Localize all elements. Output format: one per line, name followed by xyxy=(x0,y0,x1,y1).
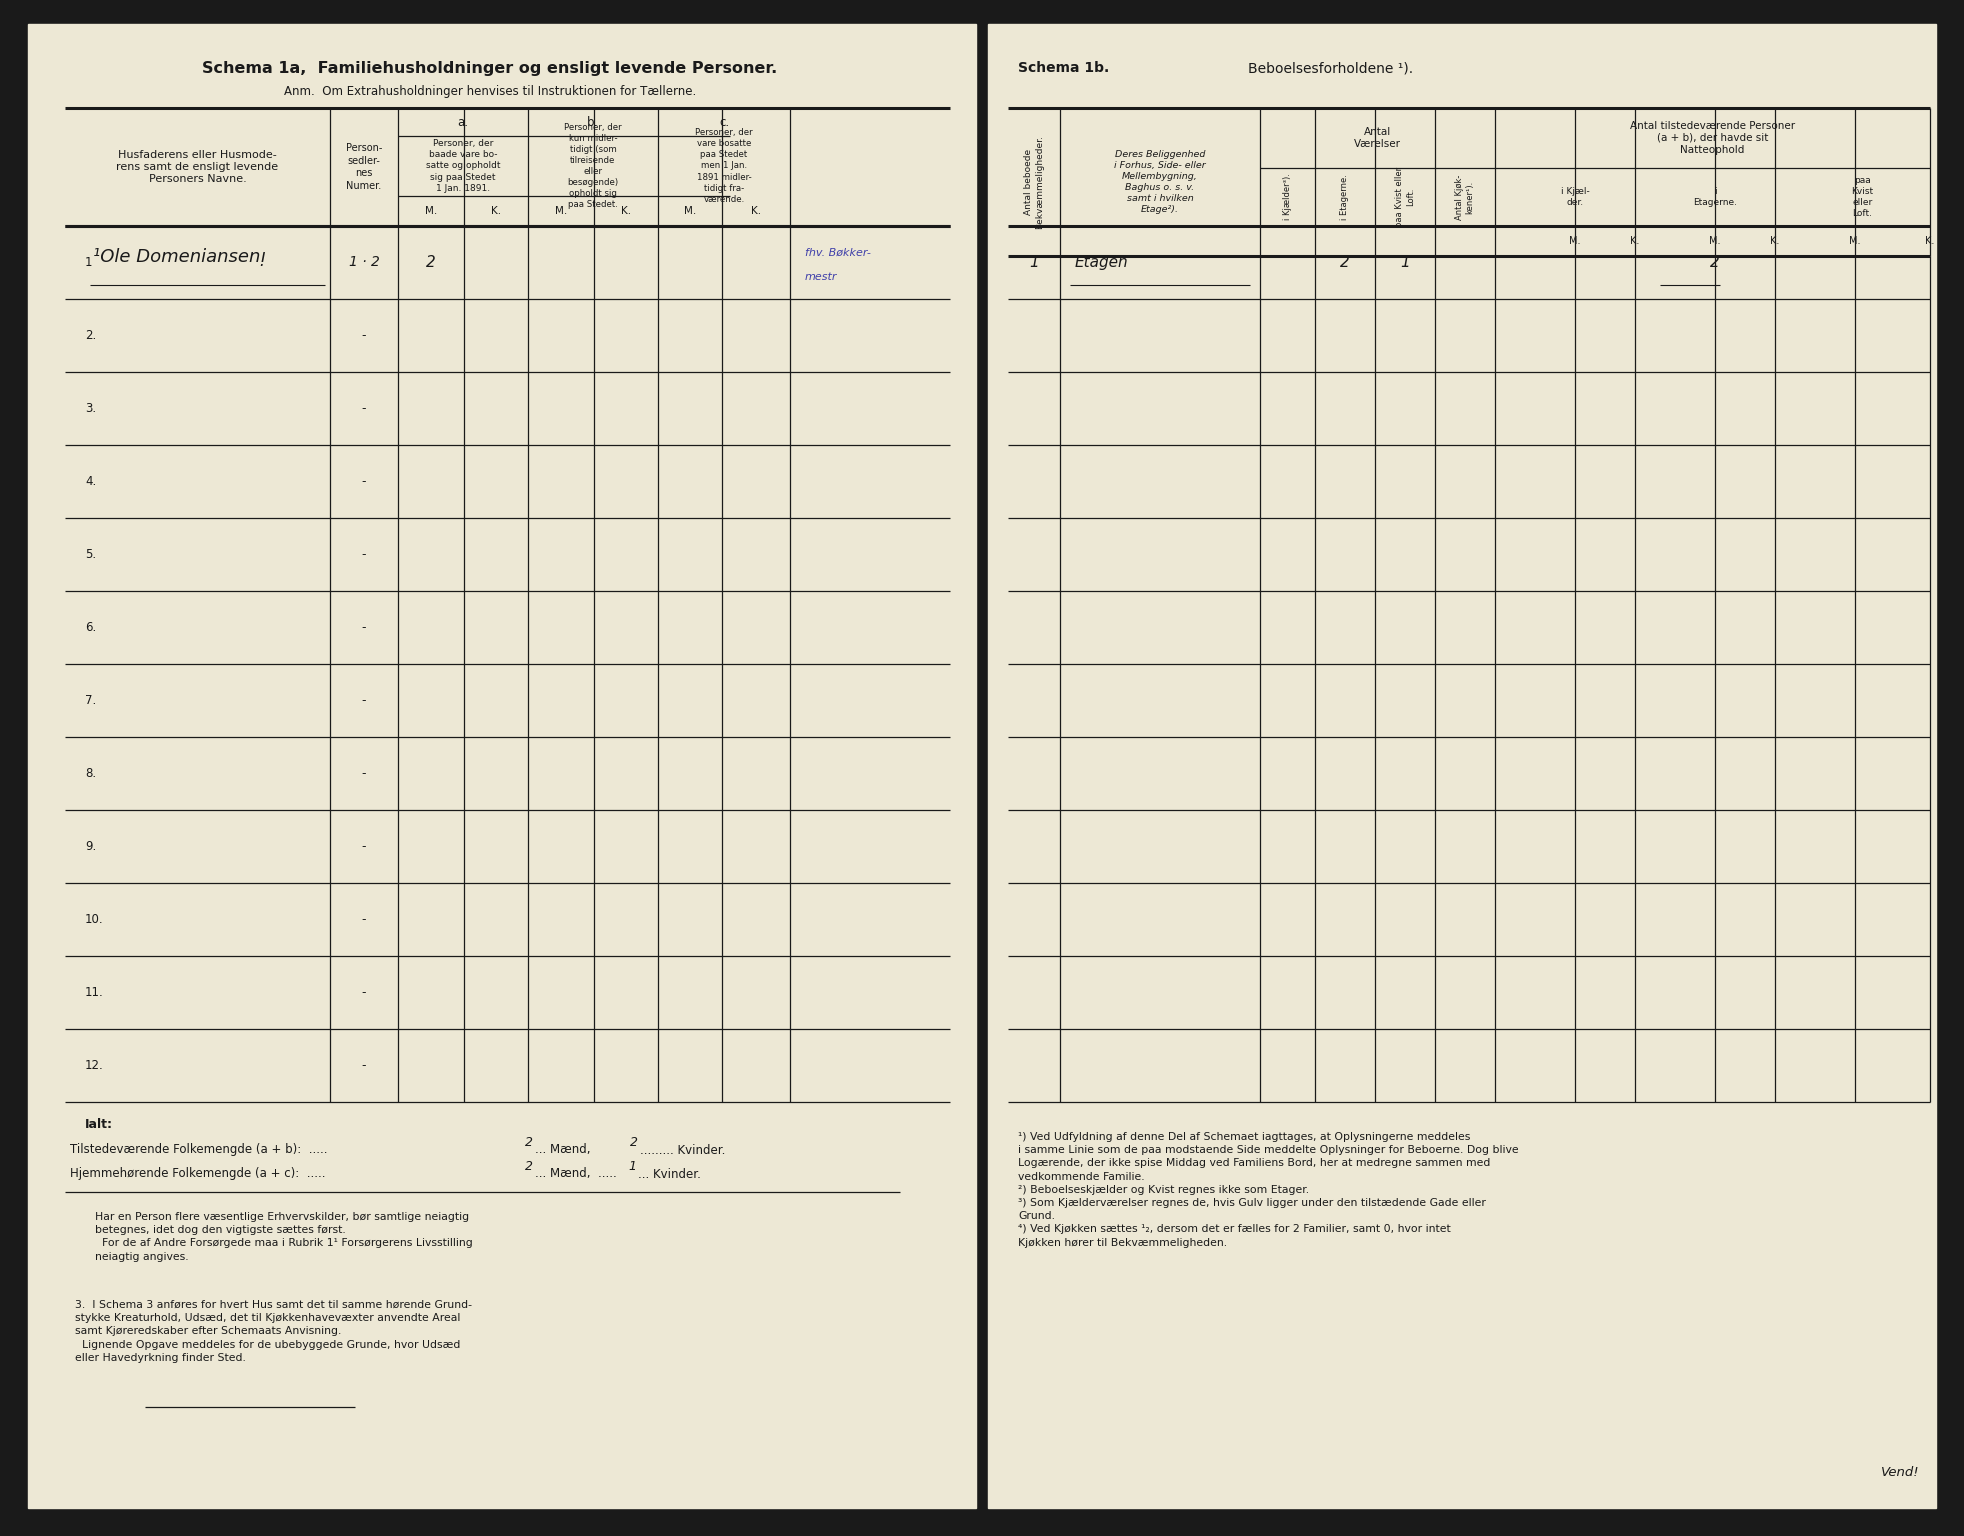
Text: fhv. Bøkker-: fhv. Bøkker- xyxy=(805,247,870,258)
Text: -: - xyxy=(361,475,365,488)
Text: 2: 2 xyxy=(1339,255,1349,270)
Text: -: - xyxy=(361,621,365,634)
Text: M.: M. xyxy=(1569,237,1581,246)
Text: i Etagerne.: i Etagerne. xyxy=(1341,174,1349,220)
Text: Etagen: Etagen xyxy=(1074,255,1129,270)
Text: 9.: 9. xyxy=(84,840,96,852)
Text: 3.: 3. xyxy=(84,402,96,415)
Text: Schema 1b.: Schema 1b. xyxy=(1017,61,1110,75)
Text: K.: K. xyxy=(1770,237,1779,246)
Text: 1: 1 xyxy=(1029,255,1039,270)
Text: M.: M. xyxy=(1709,237,1720,246)
Text: ......... Kvinder.: ......... Kvinder. xyxy=(640,1143,725,1157)
Text: Personer, der
vare bosatte
paa Stedet
men 1 Jan.
1891 midler-
tidigt fra-
værend: Personer, der vare bosatte paa Stedet me… xyxy=(695,127,752,204)
Text: 1: 1 xyxy=(1400,255,1410,270)
Text: Har en Person flere væsentlige Erhvervskilder, bør samtlige neiagtig
betegnes, i: Har en Person flere væsentlige Erhvervsk… xyxy=(94,1212,473,1261)
Text: 2: 2 xyxy=(524,1160,532,1172)
Text: Antal tilstedeværende Personer
(a + b), der havde sit
Natteophold: Antal tilstedeværende Personer (a + b), … xyxy=(1630,121,1795,155)
Text: ... Kvinder.: ... Kvinder. xyxy=(638,1167,701,1181)
Text: 12.: 12. xyxy=(84,1058,104,1072)
Bar xyxy=(27,25,976,1508)
Text: K.: K. xyxy=(1630,237,1640,246)
Text: Hjemmehørende Folkemengde (a + c):  .....: Hjemmehørende Folkemengde (a + c): ..... xyxy=(71,1167,326,1181)
Text: i
Etagerne.: i Etagerne. xyxy=(1693,187,1736,207)
Text: 1 · 2: 1 · 2 xyxy=(348,255,379,269)
Text: M.: M. xyxy=(683,206,695,217)
Text: K.: K. xyxy=(621,206,630,217)
Text: i Kjælder³).: i Kjælder³). xyxy=(1282,174,1292,221)
Text: -: - xyxy=(361,912,365,926)
Text: ... Mænd,  .....: ... Mænd, ..... xyxy=(534,1167,617,1181)
Text: Antal
Værelser: Antal Værelser xyxy=(1353,127,1400,149)
Text: 2: 2 xyxy=(426,255,436,270)
Text: 4.: 4. xyxy=(84,475,96,488)
Text: K.: K. xyxy=(750,206,762,217)
Text: 6.: 6. xyxy=(84,621,96,634)
Text: -: - xyxy=(361,766,365,780)
Text: 11.: 11. xyxy=(84,986,104,998)
Text: paa Kvist eller
Loft.: paa Kvist eller Loft. xyxy=(1394,167,1414,227)
Text: 2: 2 xyxy=(630,1135,638,1149)
Text: Schema 1a,  Familiehusholdninger og ensligt levende Personer.: Schema 1a, Familiehusholdninger og ensli… xyxy=(202,60,778,75)
Text: 2: 2 xyxy=(524,1135,532,1149)
Text: 8.: 8. xyxy=(84,766,96,780)
Text: Vend!: Vend! xyxy=(1882,1467,1921,1479)
Text: Person-
sedler-
nes
Numer.: Person- sedler- nes Numer. xyxy=(346,143,383,190)
Text: M.: M. xyxy=(1850,237,1860,246)
Text: 3.  I Schema 3 anføres for hvert Hus samt det til samme hørende Grund-
stykke Kr: 3. I Schema 3 anføres for hvert Hus samt… xyxy=(75,1299,471,1362)
Text: b.: b. xyxy=(587,115,599,129)
Text: ... Mænd,: ... Mænd, xyxy=(534,1143,597,1157)
Text: -: - xyxy=(361,986,365,998)
Text: 1: 1 xyxy=(84,257,92,269)
Text: K.: K. xyxy=(1925,237,1935,246)
Text: M.: M. xyxy=(424,206,438,217)
Text: Personer, der
baade vare bo-
satte og opholdt
sig paa Stedet
1 Jan. 1891.: Personer, der baade vare bo- satte og op… xyxy=(426,140,501,192)
Text: Beboelsesforholdene ¹).: Beboelsesforholdene ¹). xyxy=(1247,61,1414,75)
Text: K.: K. xyxy=(491,206,501,217)
Text: -: - xyxy=(361,329,365,343)
Text: -: - xyxy=(361,840,365,852)
Text: 2.: 2. xyxy=(84,329,96,343)
Text: i Kjæl-
der.: i Kjæl- der. xyxy=(1561,187,1589,207)
Text: 2: 2 xyxy=(1711,255,1720,270)
Text: -: - xyxy=(361,1058,365,1072)
Text: ¹) Ved Udfyldning af denne Del af Schemaet iagttages, at Oplysningerne meddeles
: ¹) Ved Udfyldning af denne Del af Schema… xyxy=(1017,1132,1518,1247)
Text: Personer, der
kun midler-
tidigt (som
tilreisende
eller
besøgende)
opholdt sig
p: Personer, der kun midler- tidigt (som ti… xyxy=(564,123,623,209)
Text: Husfaderens eller Husmode-
rens samt de ensligt levende
Personers Navne.: Husfaderens eller Husmode- rens samt de … xyxy=(116,149,279,184)
Text: ¹Ole Domeniansenᴉ: ¹Ole Domeniansenᴉ xyxy=(92,249,265,267)
Text: mestr: mestr xyxy=(805,272,837,283)
Text: c.: c. xyxy=(719,115,729,129)
Text: -: - xyxy=(361,548,365,561)
Text: 10.: 10. xyxy=(84,912,104,926)
Text: 7.: 7. xyxy=(84,694,96,707)
Text: Deres Beliggenhed
i Forhus, Side- eller
Mellembygning,
Baghus o. s. v.
samt i hv: Deres Beliggenhed i Forhus, Side- eller … xyxy=(1114,149,1206,214)
Text: paa
Kvist
eller
Loft.: paa Kvist eller Loft. xyxy=(1852,175,1874,218)
Text: Tilstedeværende Folkemengde (a + b):  .....: Tilstedeværende Folkemengde (a + b): ...… xyxy=(71,1143,328,1157)
Text: -: - xyxy=(361,402,365,415)
Text: 1: 1 xyxy=(628,1160,636,1172)
Text: Antal beboede
Bekvæmmeligheder.: Antal beboede Bekvæmmeligheder. xyxy=(1023,135,1045,229)
Text: Antal Kjøk-
kener¹).: Antal Kjøk- kener¹). xyxy=(1455,174,1475,220)
Bar xyxy=(988,25,1937,1508)
Text: 5.: 5. xyxy=(84,548,96,561)
Text: a.: a. xyxy=(458,115,469,129)
Text: Anm.  Om Extrahusholdninger henvises til Instruktionen for Tællerne.: Anm. Om Extrahusholdninger henvises til … xyxy=(285,84,695,97)
Text: Ialt:: Ialt: xyxy=(84,1118,114,1130)
Text: M.: M. xyxy=(556,206,568,217)
Text: -: - xyxy=(361,694,365,707)
